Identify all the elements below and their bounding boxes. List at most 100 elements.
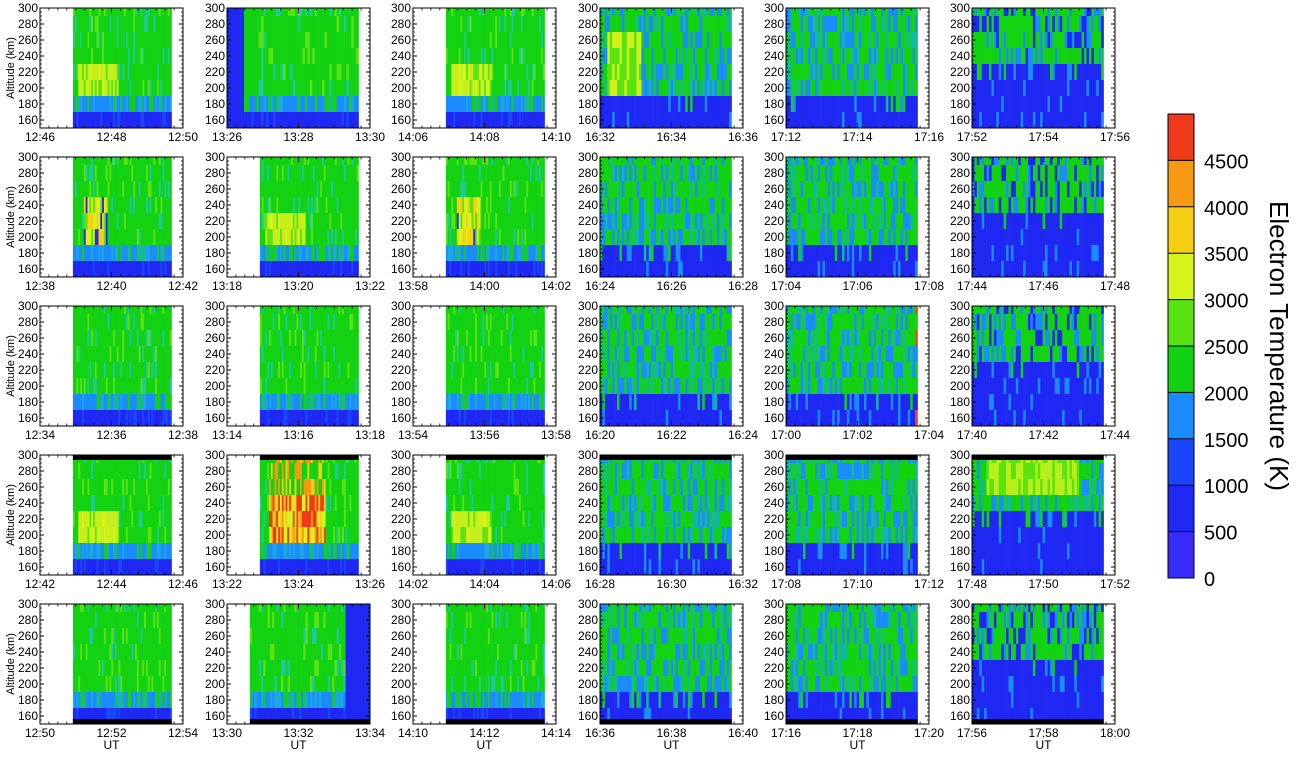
heat-cell — [273, 64, 277, 80]
heat-cell — [509, 245, 512, 261]
heat-cell — [114, 96, 118, 112]
heat-cell — [140, 64, 143, 80]
heat-cell — [456, 64, 459, 80]
heat-cell — [502, 16, 505, 32]
heat-cell — [621, 64, 625, 80]
heat-cell — [1010, 64, 1014, 80]
heat-cell — [74, 112, 77, 128]
heat-cell — [118, 165, 121, 181]
heat-cell — [455, 261, 458, 277]
heat-cell — [261, 213, 264, 229]
heat-cell — [114, 157, 118, 165]
heat-cell — [325, 213, 328, 229]
heat-cell — [460, 157, 463, 165]
heat-cell — [716, 48, 720, 64]
heat-cell — [458, 112, 461, 128]
heat-cell — [509, 229, 512, 245]
heat-cell — [307, 229, 310, 245]
heat-cell — [82, 261, 85, 277]
heat-cell — [292, 32, 296, 48]
y-tick-label: 180 — [764, 97, 784, 111]
heat-cell — [462, 213, 465, 229]
heat-cell — [338, 245, 341, 261]
x-tick-label: 12:38 — [25, 279, 55, 293]
heat-cell — [356, 181, 359, 197]
heat-cell — [351, 229, 354, 245]
heat-cell — [464, 80, 467, 96]
heat-cell — [986, 8, 990, 16]
heat-cell — [166, 96, 169, 112]
heat-cell — [979, 32, 983, 48]
heat-cell — [1081, 64, 1085, 80]
heat-cell — [122, 96, 125, 112]
heat-cell — [270, 261, 273, 277]
heat-cell — [279, 213, 283, 229]
heat-cell — [323, 261, 326, 277]
heat-cell — [147, 181, 150, 197]
heat-cell — [1067, 16, 1070, 32]
heat-cell — [513, 32, 516, 48]
heat-cell — [1101, 96, 1104, 112]
heat-cell — [334, 213, 337, 229]
heat-cell — [480, 64, 483, 80]
heat-cell — [656, 80, 659, 96]
heat-cell — [480, 165, 483, 181]
heat-cell — [653, 48, 657, 64]
heat-cell — [1028, 80, 1031, 96]
heat-cell — [473, 261, 476, 277]
heat-cell — [822, 16, 826, 32]
heat-cell — [267, 229, 270, 245]
heat-cell — [714, 8, 718, 16]
heat-cell — [156, 96, 160, 112]
heat-cell — [863, 96, 867, 112]
heat-cell — [912, 64, 916, 80]
heat-cell — [617, 181, 620, 197]
y-tick-label: 200 — [18, 230, 38, 244]
heat-cell — [524, 8, 527, 16]
heat-cell — [300, 8, 303, 16]
heat-cell — [915, 112, 918, 128]
heat-cell — [458, 181, 461, 197]
heat-cell — [300, 213, 303, 229]
heat-cell — [87, 245, 90, 261]
heat-cell — [273, 96, 277, 112]
heat-cell — [1006, 8, 1009, 16]
heat-cell — [795, 48, 799, 64]
heat-cell — [92, 8, 96, 16]
heat-cell — [524, 197, 527, 213]
heat-cell — [340, 245, 343, 261]
heat-cell — [607, 96, 611, 112]
heat-cell — [305, 197, 308, 213]
heat-cell — [109, 157, 112, 165]
heat-cell — [624, 112, 628, 128]
heat-cell — [304, 8, 308, 16]
heat-cell — [714, 64, 718, 80]
heat-cell — [497, 213, 500, 229]
heat-cell — [526, 197, 529, 213]
heat-cell — [153, 48, 156, 64]
heat-cell — [303, 181, 306, 197]
heat-cell — [478, 16, 481, 32]
heat-cell — [465, 213, 469, 229]
heat-cell — [149, 64, 152, 80]
heat-cell — [863, 48, 867, 64]
heat-cell — [515, 197, 518, 213]
heat-cell — [1084, 16, 1087, 32]
heat-cell — [504, 157, 507, 165]
heat-cell — [92, 80, 96, 96]
heat-cell — [348, 80, 352, 96]
heat-cell — [451, 64, 454, 80]
heat-cell — [327, 261, 330, 277]
x-tick-label: 16:34 — [656, 130, 686, 144]
heat-cell — [1040, 48, 1043, 64]
heat-cell — [842, 112, 845, 128]
heat-cell — [236, 48, 240, 64]
heat-cell — [103, 261, 107, 277]
heat-cell — [116, 96, 119, 112]
heat-cell — [158, 16, 161, 32]
heat-cell — [1054, 32, 1058, 48]
heat-cell — [107, 80, 110, 96]
heat-cell — [98, 96, 101, 112]
heat-cell — [687, 80, 691, 96]
